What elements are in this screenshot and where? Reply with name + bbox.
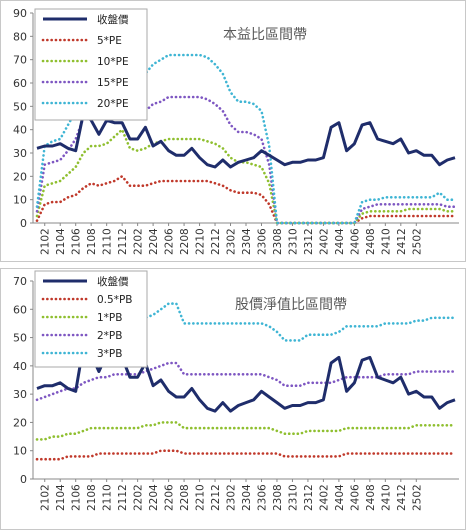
legend: 收盤價 0.5*PB 1*PB 2*PB 3*PB — [34, 270, 148, 368]
x-tick-label: 2402 — [318, 484, 330, 511]
series-line-1 — [35, 449, 457, 461]
series-line-3 — [35, 361, 457, 402]
legend-box — [34, 270, 148, 368]
x-tick-label: 2202 — [133, 228, 145, 255]
legend-label: 1*PB — [97, 312, 122, 324]
pb-band-chart: 股價淨值比區間帶 0 10 20 30 40 50 60 70 2102 2104 2106 2108… — [13, 270, 459, 511]
y-tick-label: 0 — [20, 217, 27, 230]
x-tick-label: 2208 — [179, 228, 191, 255]
y-tick-label: 20 — [13, 170, 27, 183]
x-tick-label: 2106 — [71, 484, 83, 511]
legend: 收盤價 5*PE 10*PE 15*PE 20*PE — [34, 8, 148, 121]
y-tick-label: 30 — [13, 147, 27, 160]
y-tick-label: 70 — [13, 275, 27, 288]
pb-band-chart-panel: 股價淨值比區間帶 0 10 20 30 40 50 60 70 2102 2104 2106 2108… — [0, 268, 466, 530]
x-tick-label: 2102 — [40, 228, 52, 255]
x-tick-label: 2312 — [303, 484, 315, 511]
x-tick-label: 2206 — [164, 228, 176, 255]
legend-label: 2*PB — [97, 330, 122, 342]
y-tick-label: 40 — [13, 124, 27, 137]
x-tick-label: 2308 — [272, 228, 284, 255]
series-line-1 — [35, 175, 457, 225]
x-tick-label: 2312 — [303, 228, 315, 255]
x-tick-label: 2212 — [210, 484, 222, 511]
legend-label: 15*PE — [97, 77, 129, 89]
x-tick-label: 2406 — [349, 228, 361, 255]
x-tick-label: 2410 — [380, 228, 392, 255]
legend-label: 20*PE — [97, 98, 129, 110]
x-tick-label: 2402 — [318, 228, 330, 255]
y-tick-label: 20 — [13, 416, 27, 429]
legend-label: 收盤價 — [97, 13, 129, 26]
x-tick-label: 2302 — [226, 228, 238, 255]
series-line-4 — [35, 302, 457, 362]
y-tick-label: 60 — [13, 303, 27, 316]
series-line-2 — [35, 421, 457, 441]
x-tick-label: 2310 — [287, 228, 299, 255]
pb-chart-title: 股價淨值比區間帶 — [235, 296, 347, 313]
y-tick-label: 50 — [13, 100, 27, 113]
x-tick-label: 2306 — [256, 228, 268, 255]
legend-label: 10*PE — [97, 56, 129, 68]
x-tick-label: 2204 — [148, 228, 160, 255]
x-tick-label: 2306 — [256, 484, 268, 511]
x-tick-label: 2202 — [133, 484, 145, 511]
legend-label: 5*PE — [97, 35, 122, 47]
series-line-2 — [35, 128, 457, 225]
pe-band-chart-panel: 本益比區間帶 0 10 20 30 40 50 60 70 80 90 2102 2104 2106 21… — [0, 0, 466, 262]
x-tick-label: 2110 — [102, 228, 114, 255]
x-tick-label: 2210 — [195, 484, 207, 511]
x-tick-label: 2108 — [86, 484, 98, 511]
x-tick-label: 2112 — [117, 228, 129, 255]
legend-label: 收盤價 — [97, 275, 129, 288]
x-tick-label: 2406 — [349, 484, 361, 511]
pe-chart-title: 本益比區間帶 — [223, 27, 307, 43]
x-tick-label: 2112 — [117, 484, 129, 511]
y-tick-label: 10 — [13, 194, 27, 207]
x-tick-label: 2204 — [148, 484, 160, 511]
y-tick-label: 60 — [13, 77, 27, 90]
x-tick-label: 2208 — [179, 484, 191, 511]
x-tick-label: 2210 — [195, 228, 207, 255]
x-tick-label: 2304 — [241, 228, 253, 255]
y-tick-label: 30 — [13, 388, 27, 401]
x-tick-label: 2302 — [226, 484, 238, 511]
y-tick-label: 40 — [13, 360, 27, 373]
x-tick-label: 2206 — [164, 484, 176, 511]
x-tick-label: 2104 — [55, 484, 67, 511]
x-tick-label: 2104 — [55, 228, 67, 255]
x-tick-label: 2404 — [334, 228, 346, 255]
x-tick-label: 2308 — [272, 484, 284, 511]
legend-box — [34, 8, 148, 121]
y-tick-label: 80 — [13, 30, 27, 43]
y-tick-label: 70 — [13, 54, 27, 67]
legend-label: 0.5*PB — [97, 294, 132, 306]
x-tick-label: 2410 — [380, 484, 392, 511]
y-tick-label: 10 — [13, 445, 27, 458]
x-tick-label: 2404 — [334, 484, 346, 511]
x-tick-label: 2310 — [287, 484, 299, 511]
x-tick-label: 2106 — [71, 228, 83, 255]
series-line-4 — [35, 34, 457, 225]
y-tick-label: 50 — [13, 332, 27, 345]
x-tick-label: 2408 — [365, 228, 377, 255]
x-tick-label: 2108 — [86, 228, 98, 255]
x-tick-label: 2412 — [396, 484, 408, 511]
x-tick-label: 2408 — [365, 484, 377, 511]
x-tick-label: 2110 — [102, 484, 114, 511]
series-line-0 — [36, 111, 456, 169]
x-tick-label: 2412 — [396, 228, 408, 255]
x-tick-label: 2502 — [411, 484, 423, 511]
y-tick-label: 0 — [20, 473, 27, 486]
y-tick-label: 90 — [13, 7, 27, 20]
x-tick-label: 2102 — [40, 484, 52, 511]
legend-label: 3*PB — [97, 348, 122, 360]
x-tick-label: 2502 — [411, 228, 423, 255]
x-tick-label: 2304 — [241, 484, 253, 511]
x-tick-label: 2212 — [210, 228, 222, 255]
